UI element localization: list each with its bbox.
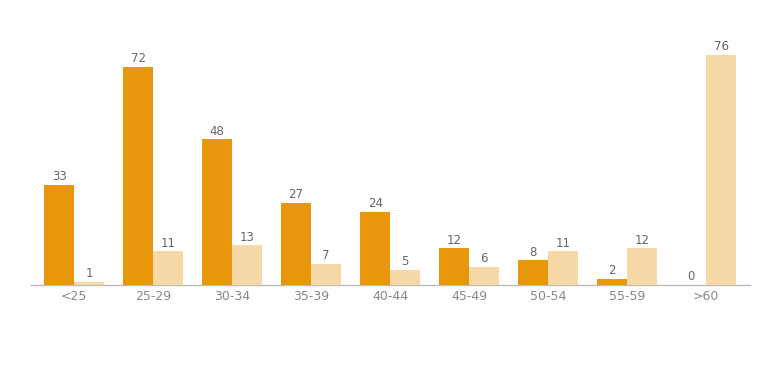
Bar [390, 270, 420, 285]
Bar [74, 282, 104, 285]
Text: 5: 5 [402, 255, 409, 268]
Bar [469, 266, 500, 285]
Bar [232, 245, 262, 285]
Bar [518, 261, 549, 285]
Text: 11: 11 [555, 237, 571, 250]
Bar [311, 264, 341, 285]
Bar [627, 248, 657, 285]
Text: 72: 72 [131, 52, 145, 65]
Text: 24: 24 [368, 197, 382, 210]
Text: 8: 8 [529, 246, 537, 259]
Text: 6: 6 [480, 252, 488, 265]
Text: 11: 11 [161, 237, 176, 250]
Text: 48: 48 [210, 124, 225, 138]
Bar [281, 203, 311, 285]
Bar [153, 251, 183, 285]
Text: 1: 1 [86, 267, 93, 280]
Text: 76: 76 [714, 40, 729, 53]
Text: 7: 7 [322, 249, 330, 262]
Bar [439, 248, 469, 285]
Bar [44, 185, 74, 285]
Bar [360, 212, 390, 285]
Text: 13: 13 [239, 231, 255, 243]
Text: 12: 12 [635, 234, 649, 246]
Text: 0: 0 [688, 270, 695, 283]
Text: 12: 12 [447, 234, 461, 246]
Bar [597, 278, 627, 285]
Text: 33: 33 [52, 170, 67, 183]
Bar [202, 139, 232, 285]
Bar [706, 55, 736, 285]
Text: 27: 27 [288, 188, 304, 201]
Text: 2: 2 [608, 264, 616, 277]
Bar [123, 67, 153, 285]
Bar [549, 251, 578, 285]
